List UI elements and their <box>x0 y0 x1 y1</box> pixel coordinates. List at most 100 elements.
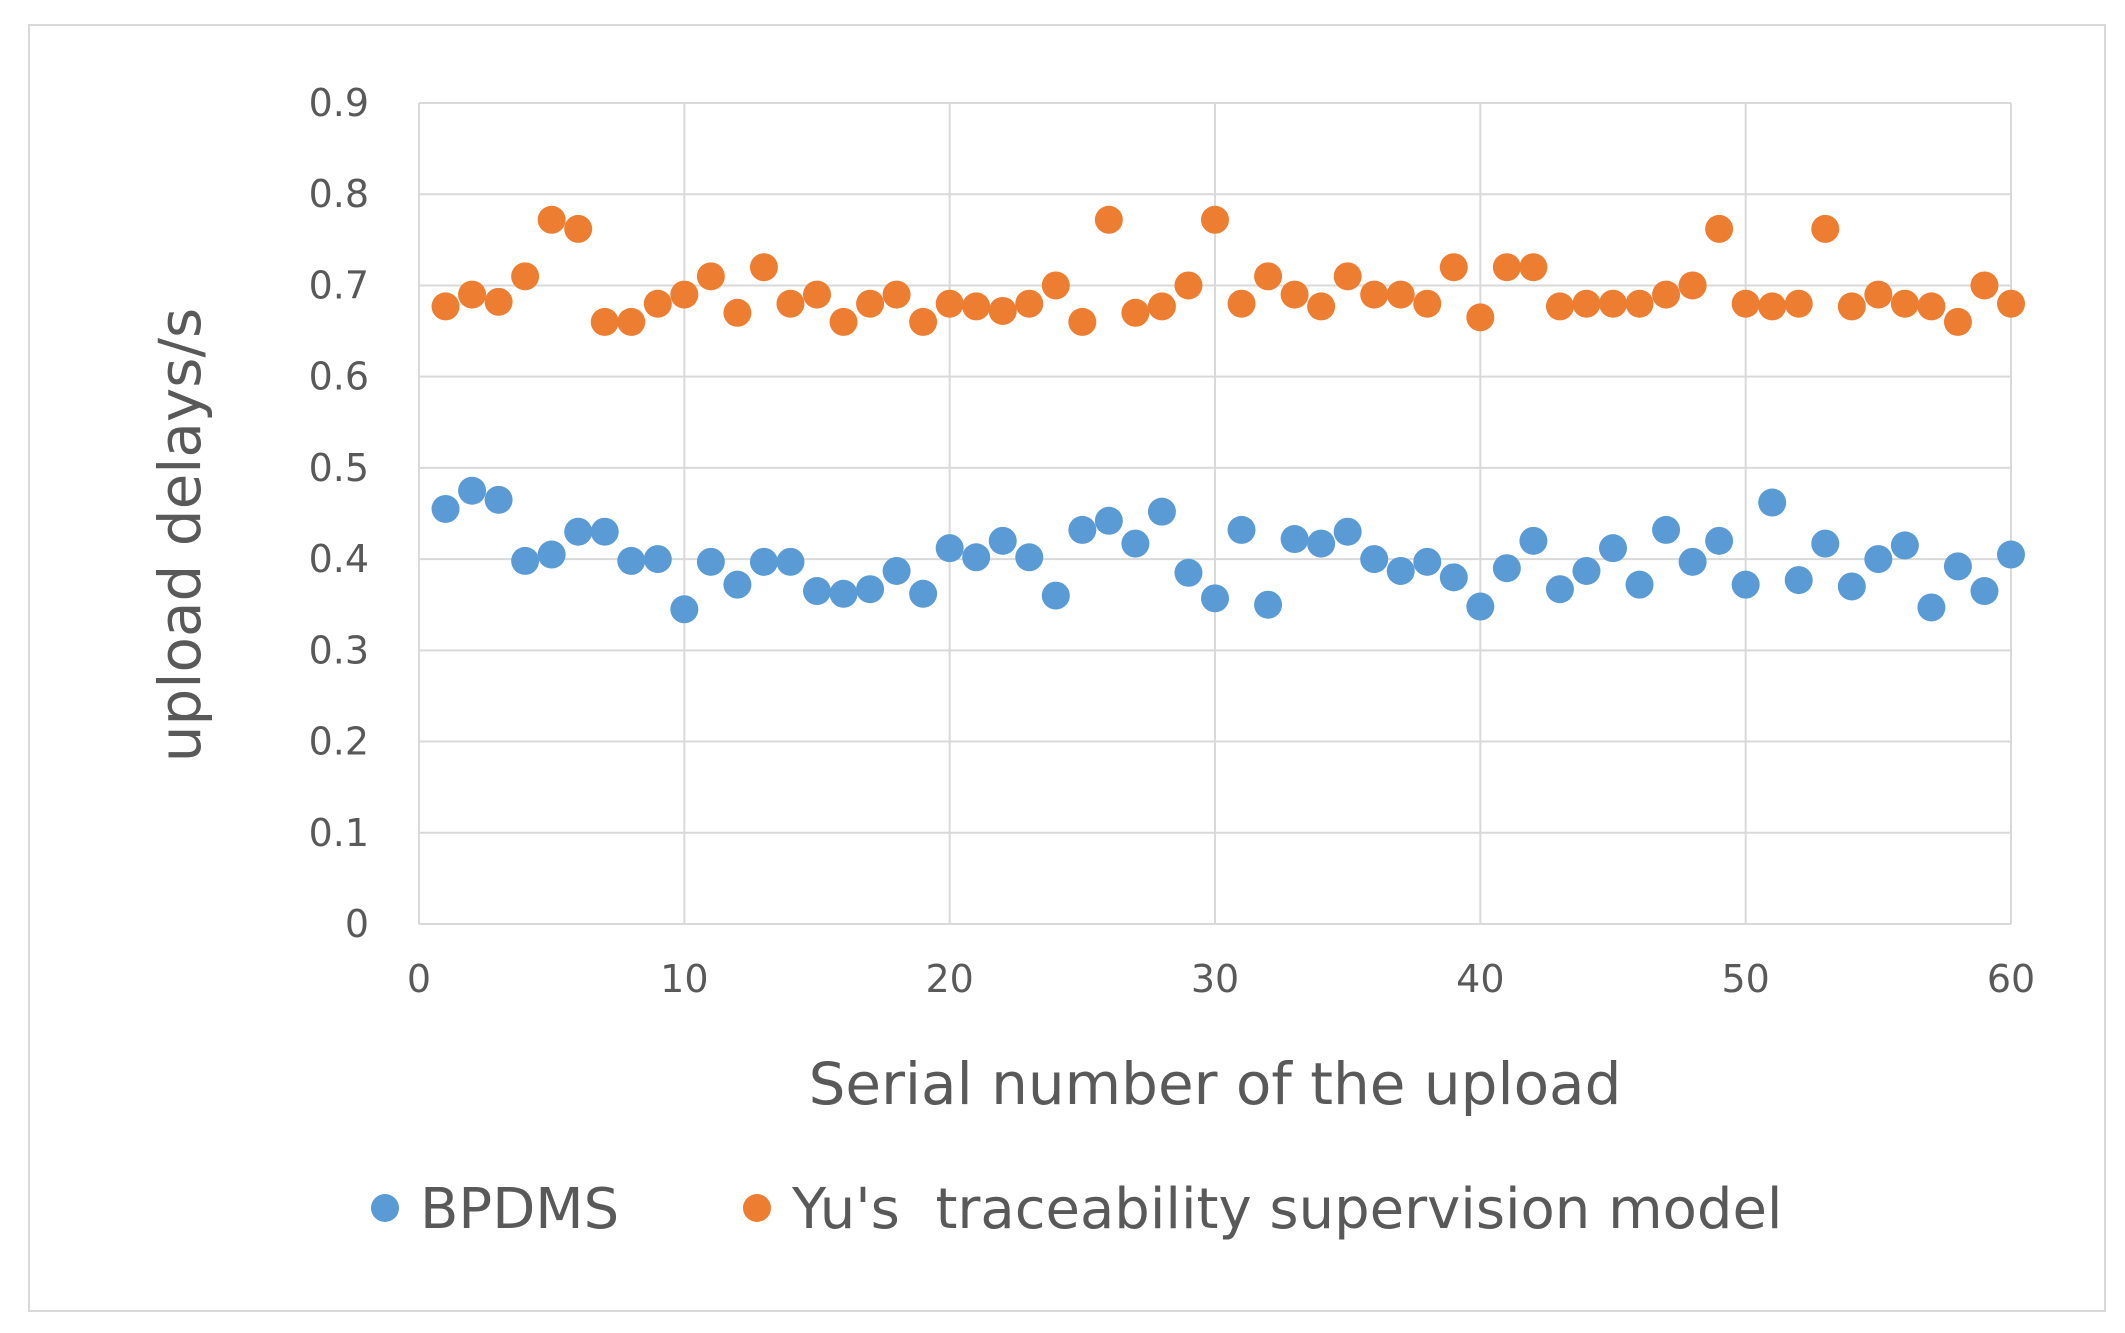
yu-model-point <box>617 307 646 336</box>
yu-model-point <box>909 307 938 336</box>
grid-layer <box>418 102 2012 925</box>
yu-model-point <box>1837 292 1866 321</box>
yu-model-point <box>1466 303 1495 332</box>
y-tick-label: 0.8 <box>309 172 369 216</box>
points-layer <box>431 205 2025 624</box>
yu-model-point <box>511 262 540 291</box>
bpdms-point <box>776 547 805 576</box>
yu-model-point <box>1625 289 1654 318</box>
x-tick-label: 60 <box>1987 957 2035 1001</box>
yu-model-point <box>723 298 752 327</box>
yu-model-point <box>1943 307 1972 336</box>
bpdms-point <box>856 575 885 604</box>
bpdms-point <box>1678 547 1707 576</box>
yu-model-point <box>1201 205 1229 234</box>
chart-frame <box>28 24 2106 1312</box>
yu-model-point <box>1705 214 1734 243</box>
x-tick-label: 50 <box>1721 957 1769 1001</box>
yu-model-point <box>1970 271 1999 300</box>
yu-model-point <box>1890 289 1919 318</box>
yu-model-point <box>537 205 566 234</box>
x-tick-label: 0 <box>407 957 431 1001</box>
y-tick-label: 0.4 <box>309 537 369 581</box>
yu-model-point <box>1492 253 1521 282</box>
bpdms-point <box>829 579 858 608</box>
yu-model-point <box>803 280 831 309</box>
yu-model-point <box>776 289 805 318</box>
bpdms-point <box>1174 558 1203 587</box>
yu-model-point <box>935 289 964 318</box>
yu-model-point <box>1917 292 1946 321</box>
bpdms-point <box>511 546 540 575</box>
bpdms-point <box>458 476 487 505</box>
bpdms-point <box>1466 592 1495 621</box>
bpdms-point <box>1015 543 1044 572</box>
yu-model-point <box>1307 292 1336 321</box>
legend: BPDMS Yu's traceability supervision mode… <box>371 1177 1782 1242</box>
y-tick-label: 0.6 <box>309 355 369 399</box>
bpdms-point <box>1386 556 1415 585</box>
bpdms-point <box>1307 529 1336 558</box>
y-axis-title: upload delays/s <box>146 308 214 762</box>
bpdms-point <box>670 595 699 624</box>
yu-model-point <box>962 292 991 321</box>
legend-label-yu-model: Yu's traceability supervision model <box>791 1177 1782 1242</box>
bpdms-point <box>1492 554 1521 583</box>
x-tick-label: 30 <box>1191 957 1239 1001</box>
bpdms-point <box>1890 531 1919 560</box>
y-tick-label: 0.9 <box>309 81 369 125</box>
bpdms-point <box>1652 515 1681 544</box>
y-tick-label: 0 <box>345 902 369 946</box>
yu-model-point <box>1254 262 1283 291</box>
bpdms-point <box>749 547 778 576</box>
yu-model-point <box>1784 289 1813 318</box>
bpdms-point <box>1519 526 1548 555</box>
yu-model-point <box>484 287 513 316</box>
yu-model-point <box>1758 292 1787 321</box>
bpdms-point <box>1997 540 2025 569</box>
bpdms-point <box>1254 590 1283 619</box>
yu-model-point <box>1015 289 1044 318</box>
bpdms-point <box>909 579 938 608</box>
yu-model-point <box>1572 289 1601 318</box>
yu-model-point <box>856 289 885 318</box>
yu-model-point <box>670 280 699 309</box>
y-tick-label: 0.5 <box>309 446 369 490</box>
y-tick-label: 0.1 <box>309 811 369 855</box>
yu-model-point <box>1068 307 1097 336</box>
y-tick-label: 0.2 <box>309 720 369 764</box>
bpdms-point <box>1201 584 1229 613</box>
yu-model-point <box>829 307 858 336</box>
yu-model-point <box>1094 205 1123 234</box>
bpdms-point <box>723 570 752 599</box>
yu-model-point <box>643 289 672 318</box>
yu-model-point <box>1174 271 1203 300</box>
bpdms-point <box>1784 566 1813 595</box>
yu-model-point <box>431 292 460 321</box>
yu-model-point <box>1360 280 1389 309</box>
bpdms-point <box>1041 581 1070 610</box>
yu-model-point <box>1519 253 1548 282</box>
yu-model-point <box>1333 262 1362 291</box>
bpdms-point <box>882 556 911 585</box>
legend-label-bpdms: BPDMS <box>420 1177 619 1242</box>
yu-model-point <box>1147 292 1176 321</box>
bpdms-point <box>617 546 646 575</box>
yu-model-point <box>749 253 778 282</box>
yu-model-point <box>458 280 487 309</box>
legend-marker-bpdms <box>371 1194 399 1222</box>
yu-model-point <box>1227 289 1256 318</box>
bpdms-point <box>1121 529 1150 558</box>
bpdms-point <box>988 526 1017 555</box>
x-tick-label: 10 <box>660 957 708 1001</box>
bpdms-point <box>1864 545 1893 574</box>
bpdms-point <box>1811 529 1840 558</box>
bpdms-point <box>431 494 460 523</box>
yu-model-point <box>1439 253 1468 282</box>
bpdms-point <box>1917 593 1946 622</box>
bpdms-point <box>1545 575 1574 604</box>
bpdms-point <box>1705 526 1734 555</box>
bpdms-point <box>1360 545 1389 574</box>
bpdms-point <box>1970 577 1999 606</box>
